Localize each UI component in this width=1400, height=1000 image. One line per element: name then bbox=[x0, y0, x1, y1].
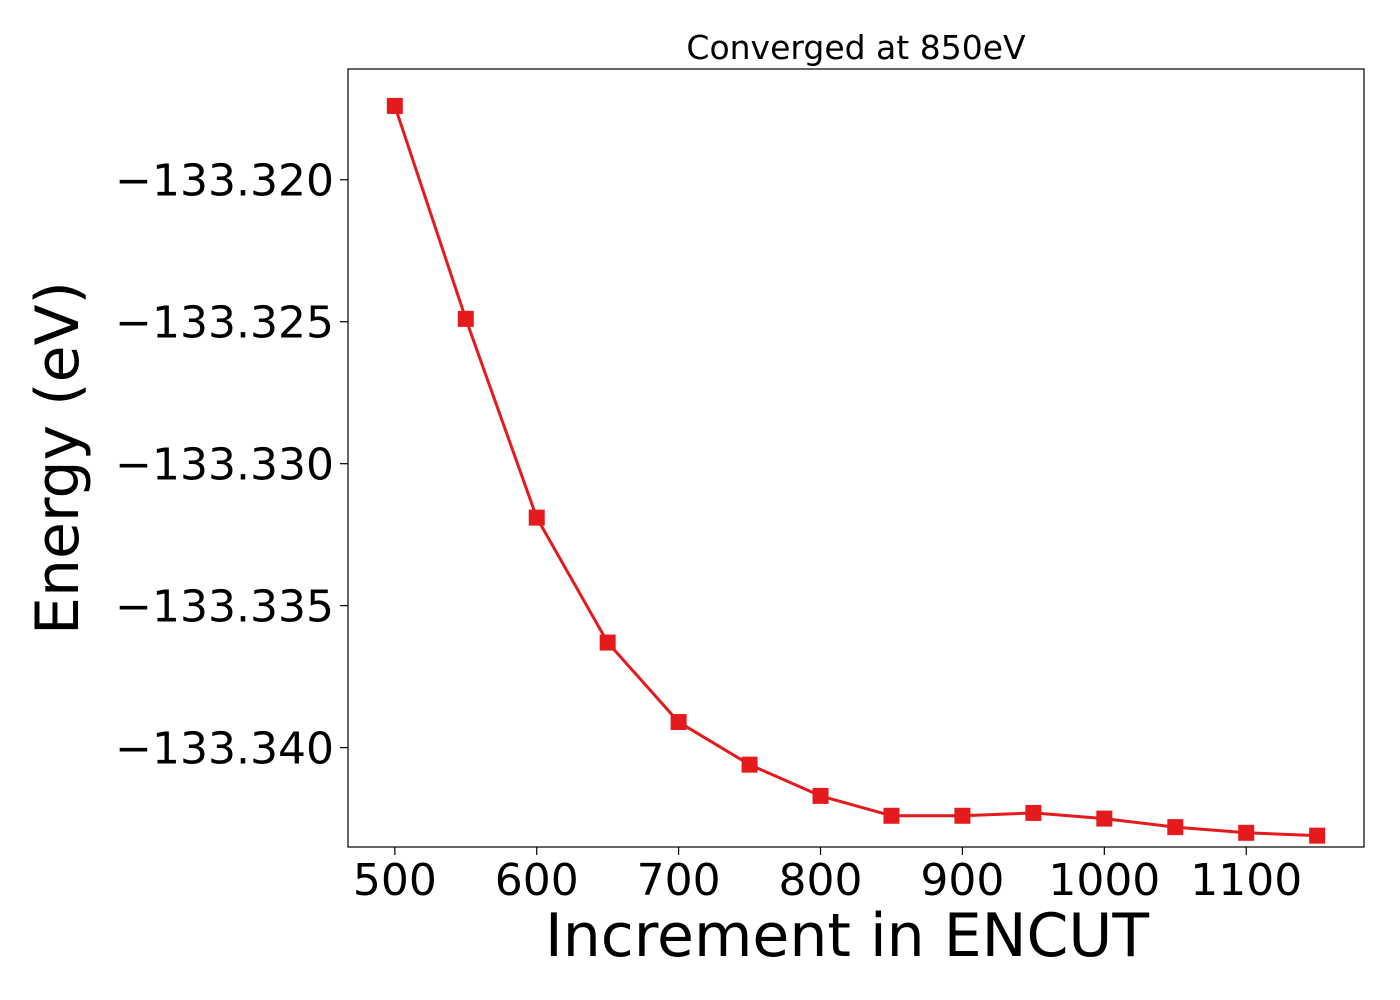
x-tick-label: 800 bbox=[779, 855, 863, 906]
x-tick-label: 1000 bbox=[1048, 855, 1160, 906]
data-point-marker bbox=[812, 787, 829, 804]
y-tick-label: −133.325 bbox=[115, 298, 334, 349]
x-tick-label: 900 bbox=[920, 855, 1004, 906]
series-layer bbox=[386, 97, 1326, 844]
data-point-marker bbox=[1309, 827, 1326, 844]
data-point-marker bbox=[670, 714, 687, 731]
y-axis-title: Energy (eV) bbox=[23, 281, 93, 635]
data-point-marker bbox=[386, 97, 403, 114]
data-point-marker bbox=[1167, 819, 1184, 836]
y-tick-label: −133.335 bbox=[115, 582, 334, 633]
data-point-marker bbox=[528, 509, 545, 526]
series-line bbox=[393, 105, 1318, 838]
data-point-marker bbox=[599, 634, 616, 651]
y-tick-label: −133.320 bbox=[115, 156, 334, 207]
y-tick-label: −133.330 bbox=[115, 440, 334, 491]
y-axis-ticks: −133.320 −133.325 −133.330 −133.335 −133.340 bbox=[115, 156, 348, 775]
plot-background bbox=[348, 69, 1364, 847]
x-axis-title: Increment in ENCUT bbox=[545, 901, 1149, 971]
data-point-marker bbox=[954, 807, 971, 824]
y-tick-label: −133.340 bbox=[115, 724, 334, 775]
plot-frame bbox=[347, 68, 1365, 848]
data-point-marker bbox=[1238, 824, 1255, 841]
data-point-marker bbox=[457, 310, 474, 327]
x-tick-label: 700 bbox=[637, 855, 721, 906]
x-tick-label: 1100 bbox=[1190, 855, 1302, 906]
data-point-marker bbox=[1025, 804, 1042, 821]
x-tick-label: 600 bbox=[495, 855, 579, 906]
x-tick-label: 500 bbox=[353, 855, 437, 906]
chart-title: Converged at 850eV bbox=[686, 28, 1026, 67]
data-point-marker bbox=[1096, 810, 1113, 827]
data-point-marker bbox=[741, 756, 758, 773]
data-point-marker bbox=[883, 807, 900, 824]
x-axis-ticks: 500 600 700 800 900 1000 1100 bbox=[353, 847, 1302, 906]
